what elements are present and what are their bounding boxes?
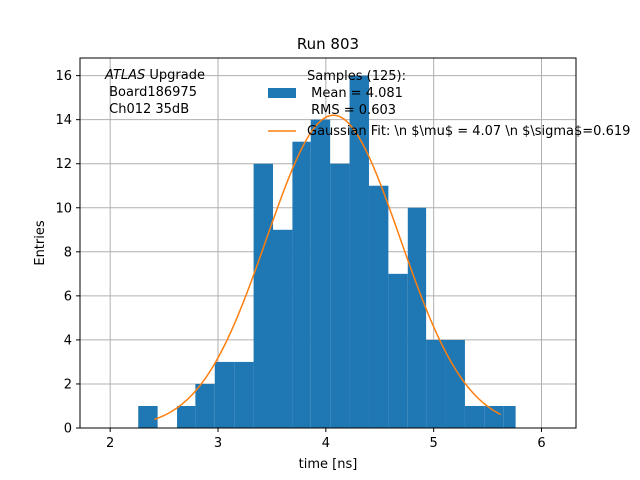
y-ticks: 0 2 4 6 8 10 12 14 16 xyxy=(55,69,80,437)
x-tick-label-2: 4 xyxy=(322,436,330,451)
histogram-bar-18 xyxy=(484,405,504,428)
legend-hist-line-2: Mean = 4.081 xyxy=(307,86,403,101)
atlas-annotation: ATLAS Upgrade Board186975 Ch012 35dB xyxy=(104,68,205,117)
histogram-bar-4 xyxy=(214,361,235,428)
histogram-bar-5 xyxy=(234,361,254,428)
histogram-bar-16 xyxy=(445,339,465,428)
plot-frame xyxy=(79,57,577,429)
annotation-board: Board186975 xyxy=(105,85,197,100)
annotation-atlas: ATLAS xyxy=(104,68,145,83)
y-tick-label-4: 8 xyxy=(64,245,72,260)
y-tick-label-0: 0 xyxy=(64,422,72,437)
gaussian-fit-line xyxy=(154,114,501,421)
legend-hist-line-1: Samples (125): xyxy=(307,69,406,84)
histogram-bar-17 xyxy=(464,405,485,428)
x-ticks: 2 3 4 5 6 xyxy=(106,428,546,451)
x-tick-label-0: 2 xyxy=(106,436,114,451)
y-tick-label-2: 4 xyxy=(64,333,72,348)
x-tick-label-4: 6 xyxy=(537,436,545,451)
histogram-bar-8 xyxy=(292,141,311,428)
histogram-bar-6 xyxy=(253,163,274,428)
histogram-bar-0 xyxy=(138,405,158,428)
histogram-bar-11 xyxy=(349,75,369,428)
annotation-channel: Ch012 35dB xyxy=(105,102,189,117)
histogram-bar-2 xyxy=(177,405,196,428)
histogram-bar-9 xyxy=(310,119,331,429)
histogram-bar-3 xyxy=(195,383,215,428)
y-tick-label-5: 10 xyxy=(55,201,72,216)
x-axis-label: time [ns] xyxy=(299,457,358,472)
legend: Samples (125): Mean = 4.081 RMS = 0.603 … xyxy=(268,69,630,139)
histogram-bar-19 xyxy=(503,405,516,428)
y-tick-label-8: 16 xyxy=(55,69,72,84)
svg-text:ATLAS Upgrade: ATLAS Upgrade xyxy=(104,68,205,83)
histogram-bar-15 xyxy=(426,339,446,428)
annotation-upgrade: Upgrade xyxy=(145,68,205,83)
chart-title: Run 803 xyxy=(297,35,359,53)
legend-hist-line-3: RMS = 0.603 xyxy=(307,103,396,118)
histogram xyxy=(138,75,516,429)
y-axis-label: Entries xyxy=(33,220,48,266)
legend-fit-label: Gaussian Fit: \n $\mu$ = 4.07 \n $\sigma… xyxy=(307,124,630,139)
histogram-bar-13 xyxy=(388,273,408,428)
histogram-bar-10 xyxy=(330,163,350,428)
histogram-bar-12 xyxy=(368,185,389,428)
y-tick-label-1: 2 xyxy=(64,377,72,392)
x-tick-label-3: 5 xyxy=(430,436,438,451)
y-tick-label-3: 6 xyxy=(64,289,72,304)
y-tick-label-7: 14 xyxy=(55,113,72,128)
histogram-bar-7 xyxy=(273,229,293,428)
legend-histogram-swatch xyxy=(268,88,296,98)
y-tick-label-6: 12 xyxy=(55,157,72,172)
x-tick-label-1: 3 xyxy=(214,436,222,451)
histogram-bar-14 xyxy=(407,207,427,428)
